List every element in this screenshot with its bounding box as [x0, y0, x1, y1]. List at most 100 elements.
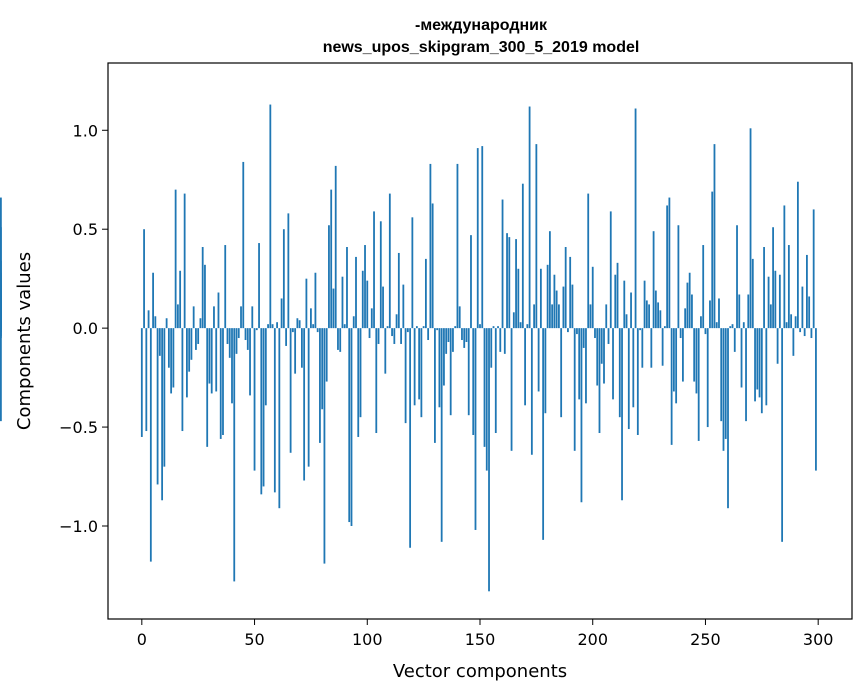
bar-200 — [591, 266, 594, 329]
bar-102 — [370, 308, 373, 329]
bar-65 — [287, 213, 290, 329]
bar-203 — [598, 328, 601, 434]
bar-191 — [571, 284, 574, 329]
bar-241 — [684, 308, 687, 329]
bar-245 — [693, 328, 696, 382]
bar-181 — [548, 231, 551, 329]
bar-151 — [481, 146, 484, 329]
bar-60 — [276, 322, 278, 329]
bar-292 — [799, 328, 802, 333]
bar-62 — [280, 298, 283, 329]
bar-193 — [576, 328, 578, 335]
bar-36 — [222, 328, 224, 435]
bar-3 — [147, 310, 150, 329]
bar-108 — [384, 328, 387, 374]
bar-72 — [303, 328, 306, 481]
bar-237 — [675, 328, 678, 404]
bar-273 — [756, 328, 759, 390]
bar-144 — [465, 328, 468, 342]
x-tick-label: 150 — [465, 630, 496, 649]
bar-175 — [535, 144, 538, 329]
bar-34 — [217, 292, 220, 329]
bar-255 — [715, 322, 718, 329]
bar-224 — [645, 300, 648, 329]
bar-186 — [560, 328, 563, 418]
bar-94 — [352, 316, 355, 329]
bar-153 — [485, 328, 488, 471]
bar-219 — [634, 108, 637, 329]
bar-260 — [727, 328, 729, 509]
bar-138 — [452, 328, 454, 352]
bar-38 — [226, 328, 229, 344]
bar-132 — [438, 328, 441, 408]
bar-228 — [654, 290, 657, 329]
bar-246 — [695, 328, 698, 394]
bar-183 — [553, 274, 556, 329]
y-tick-label: 0.5 — [73, 220, 98, 239]
bar-258 — [722, 328, 725, 451]
bar-47 — [246, 328, 249, 350]
bar-218 — [632, 328, 635, 408]
bar-170 — [524, 328, 526, 406]
bar-29 — [206, 328, 209, 447]
bar-248 — [700, 316, 702, 329]
y-tick-label: 0.0 — [73, 319, 98, 338]
bar-75 — [310, 308, 312, 329]
bar-145 — [467, 328, 470, 416]
y-axis-label: Components values — [14, 252, 35, 430]
bar-122 — [415, 326, 418, 329]
bar-289 — [792, 328, 795, 356]
bar-197 — [585, 328, 587, 404]
x-tick-label: 0 — [137, 630, 147, 649]
bar-14 — [172, 328, 175, 388]
bar-214 — [623, 280, 626, 329]
bar-90 — [343, 324, 346, 329]
bar-206 — [605, 304, 608, 329]
bar-286 — [785, 322, 788, 329]
bar-194 — [578, 328, 581, 400]
bar-100 — [366, 280, 369, 329]
chart-title-line2: news_upos_skipgram_300_5_2019 model — [323, 39, 640, 56]
bar-238 — [677, 225, 680, 329]
bar-156 — [492, 326, 495, 329]
bar-48 — [249, 328, 251, 396]
bar-21 — [188, 328, 191, 372]
bar-50 — [253, 328, 256, 471]
bar-266 — [740, 328, 743, 388]
bar-7 — [156, 328, 159, 485]
bars-group — [0, 104, 817, 592]
bar-247 — [697, 328, 700, 441]
bar-179 — [544, 328, 547, 414]
bar-222 — [641, 328, 644, 368]
bar-98 — [361, 270, 364, 329]
bar-230 — [659, 310, 662, 329]
bar-0 — [140, 328, 143, 437]
bar-123 — [418, 328, 421, 400]
bar-68 — [294, 328, 297, 374]
bar-294 — [803, 328, 806, 337]
bar-188 — [564, 247, 567, 329]
bar-169 — [521, 183, 524, 329]
bar-70 — [298, 320, 301, 329]
bar-154 — [488, 328, 490, 592]
bar-63 — [282, 229, 285, 329]
bar-118 — [406, 328, 409, 333]
bar-92 — [348, 328, 351, 523]
bar-83 — [328, 225, 330, 329]
bar-101 — [368, 328, 371, 339]
bar-171 — [526, 324, 529, 329]
bar-301 — [0, 328, 2, 422]
bar-56 — [267, 324, 269, 329]
bar-277 — [765, 328, 768, 406]
bar-178 — [542, 328, 545, 540]
bar-223 — [643, 280, 646, 329]
bar-270 — [749, 128, 752, 329]
bar-161 — [503, 328, 506, 354]
bar-157 — [494, 328, 497, 434]
bar-49 — [251, 306, 254, 329]
bar-78 — [316, 328, 319, 333]
bar-212 — [618, 328, 621, 418]
x-tick-label: 300 — [803, 630, 834, 649]
bar-11 — [165, 318, 168, 329]
bar-211 — [616, 262, 619, 329]
